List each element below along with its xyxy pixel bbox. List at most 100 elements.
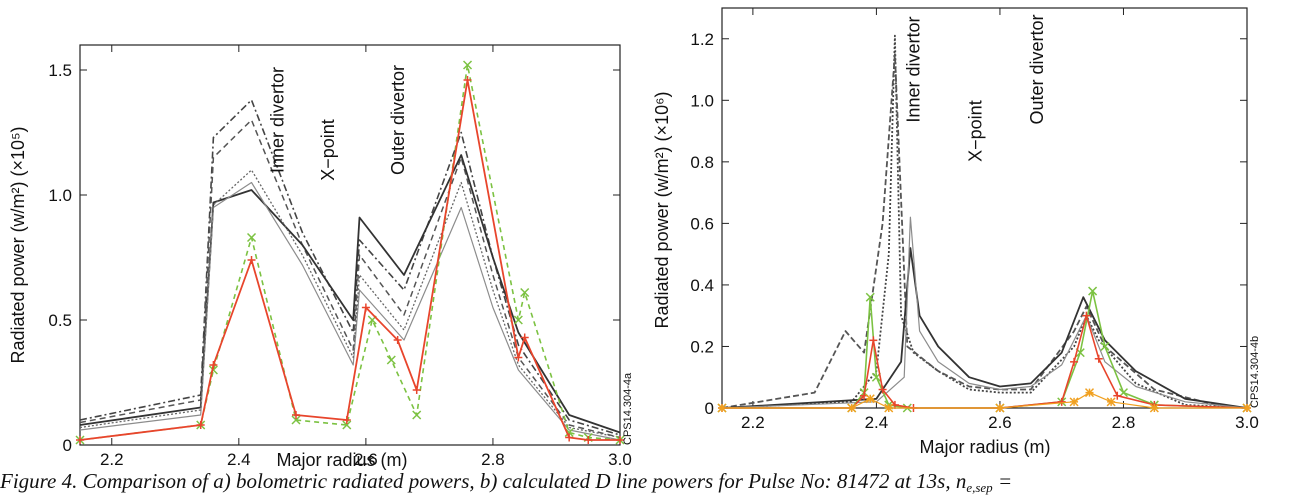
data-point-marker [584,436,593,444]
data-point-marker [1094,354,1103,363]
plot-frame-a [79,44,621,446]
x-tick-label: 3.0 [608,450,632,469]
region-annotation: X−point [965,100,985,162]
y-tick-label: 0 [63,436,72,455]
x-tick-label: 2.4 [227,450,251,469]
series-line-2 [721,247,1248,409]
x-tick-label: 2.8 [1112,413,1136,432]
y-tick-label: 0.6 [690,214,714,233]
caption-tail: = [992,469,1013,493]
data-point-marker [208,365,218,375]
data-point-marker [463,76,472,84]
x-tick-label: 2.6 [354,450,378,469]
x-tick-label: 2.2 [741,413,765,432]
region-annotation: X−point [318,119,338,181]
data-point-marker [520,333,529,342]
data-point-marker [1084,388,1095,398]
data-point-marker [291,415,301,425]
y-tick-label: 0 [705,399,714,418]
data-point-marker [878,385,887,394]
figure-code-a: CPS14.304-4a [622,372,634,445]
data-point-marker [717,403,727,413]
region-annotation: Inner divertor [267,67,287,173]
data-point-marker [209,361,218,369]
region-annotation: Inner divertor [904,17,924,123]
data-point-marker [76,436,84,444]
data-point-marker [869,336,878,345]
x-tick-label: 2.2 [100,450,124,469]
series-line-5 [722,314,1248,409]
caption-subscript: e,sep [966,480,993,495]
data-point-marker [865,394,875,404]
figure-canvas: 2.2 2.4 2.6 2.8 3.0 0 0.5 1.0 1.5 Inner divertor… [8,7,1261,470]
y-tick-label: 1.2 [690,30,714,49]
caption-text: Figure 4. Comparison of a) bolometric ra… [0,469,967,493]
data-point-marker [246,232,257,243]
annotations-b: Inner divertor X−point Outer divertor [904,15,1048,162]
y-tick-label: 0.2 [690,337,714,356]
y-tick-label: 0.4 [690,276,714,295]
data-point-marker [1242,403,1252,413]
data-point-marker [565,433,574,442]
data-point-marker [342,420,352,430]
data-point-marker [1082,311,1091,320]
chart-panel-a: 2.2 2.4 2.6 2.8 3.0 0 0.5 1.0 1.5 Inner divertor… [8,44,634,470]
data-point-marker [292,411,300,419]
axes-a: 2.2 2.4 2.6 2.8 3.0 0 0.5 1.0 1.5 [48,45,632,469]
chart-panel-b: 2.2 2.4 2.6 2.8 3.0 0 0.2 0.4 0.6 0.8 1.0 1.2 Inner… [652,7,1261,457]
y-tick-label: 0.5 [48,311,72,330]
data-point-marker [514,353,523,362]
y-axis-label-b: Radiated power (w/m²) (×10⁶) [652,92,672,329]
data-point-marker [412,410,422,420]
data-point-marker [1149,403,1159,413]
y-axis-label-a: Radiated power (w/m²) (×10⁵) [8,126,28,363]
y-tick-label: 1.5 [48,61,72,80]
data-point-marker [386,355,396,365]
data-point-marker [196,421,205,429]
data-point-marker [1100,341,1110,351]
series-line-0 [721,34,1248,409]
data-point-marker [412,386,421,394]
series-line-5 [79,64,621,441]
data-point-marker [995,403,1005,413]
region-annotation: Outer divertor [1027,15,1047,125]
x-axis-label-a: Major radius (m) [276,450,407,470]
data-point-marker [361,303,370,312]
series-group-a [75,60,625,445]
data-point-marker [462,60,473,70]
data-point-marker [847,403,857,413]
series-group-b [717,34,1252,413]
data-point-marker [1070,357,1079,366]
data-point-marker [1088,286,1098,296]
x-tick-label: 2.4 [865,413,889,432]
data-point-marker [1106,397,1116,407]
region-annotation: Outer divertor [388,65,408,175]
series-line-1 [721,53,1248,409]
y-tick-label: 1.0 [48,186,72,205]
annotations-a: Inner divertor X−point Outer divertor [267,65,408,181]
x-tick-label: 2.8 [481,450,505,469]
y-tick-label: 1.0 [690,91,714,110]
data-point-marker [247,256,256,264]
series-line-6 [722,392,1247,409]
series-line-0 [79,99,621,436]
data-point-marker [520,287,530,298]
data-point-marker [616,436,624,444]
data-point-marker [884,403,894,413]
figure-caption: Figure 4. Comparison of a) bolometric ra… [0,469,1290,502]
data-point-marker [1057,397,1066,406]
figure-code-b: CPS14.304-4b [1249,336,1261,408]
data-point-marker [865,292,875,302]
series-line-3 [721,216,1248,409]
x-tick-label: 3.0 [1235,413,1259,432]
series-line-4 [722,290,1248,409]
y-tick-label: 0.8 [690,153,714,172]
data-point-marker [342,416,351,424]
x-axis-label-b: Major radius (m) [919,437,1050,457]
axes-b: 2.2 2.4 2.6 2.8 3.0 0 0.2 0.4 0.6 0.8 1.0 1.2 [690,8,1259,432]
data-point-marker [513,315,523,325]
series-line-2 [79,154,621,434]
data-point-marker [1069,397,1079,407]
series-line-1 [79,119,621,439]
data-point-marker [1113,391,1122,400]
